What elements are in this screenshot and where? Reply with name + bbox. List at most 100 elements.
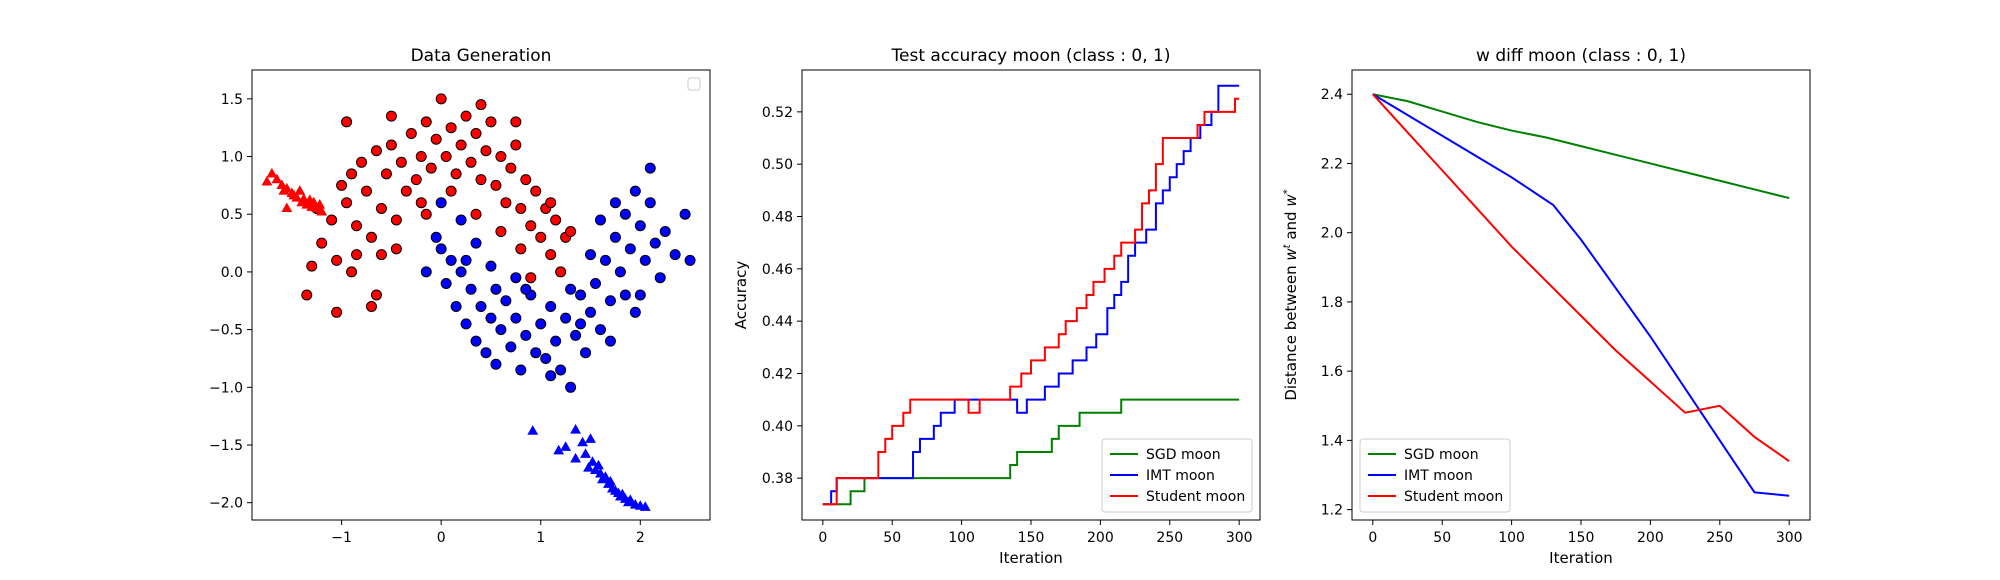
- scatter-point: [545, 249, 557, 261]
- chart-panel-3: w diff moon (class : 0, 1) 0 50 100 150 200 25…: [1282, 46, 1811, 567]
- chart-title: Test accuracy moon (class : 0, 1): [891, 46, 1171, 66]
- scatter-point: [604, 335, 616, 347]
- scatter-point: [575, 289, 587, 301]
- legend-box: [1101, 438, 1253, 513]
- scatter-point: [405, 127, 417, 139]
- scatter-point: [490, 179, 502, 191]
- scatter-point: [495, 324, 507, 336]
- scatter-point: [351, 249, 363, 261]
- scatter-point: [455, 139, 467, 151]
- scatter-point: [485, 312, 497, 324]
- scatter-point: [435, 197, 447, 209]
- scatter-point: [306, 260, 318, 272]
- y-axis-label-part: w: [1282, 248, 1300, 261]
- plot-area: [822, 84, 1240, 506]
- chart-panel-1: Data Generation −1 0 1 2 −2.0 −1.5 −1.0 −0.5 0.0 0…: [209, 46, 711, 546]
- y-tick-label: 2.0: [1321, 226, 1343, 242]
- scatter-triangle-point: [600, 471, 611, 481]
- scatter-point: [580, 347, 592, 359]
- y-axis-label-part: and: [1282, 207, 1300, 245]
- scatter-point: [545, 197, 557, 209]
- scatter-point: [535, 318, 547, 330]
- scatter-point: [659, 226, 671, 238]
- scatter-point: [470, 335, 482, 347]
- scatter-point: [420, 208, 432, 220]
- scatter-triangle-point: [583, 462, 594, 472]
- scatter-point: [570, 329, 582, 341]
- scatter-point: [654, 272, 666, 284]
- scatter-triangle-point: [570, 452, 581, 463]
- scatter-point: [510, 116, 522, 128]
- scatter-point: [490, 283, 502, 295]
- plot-area: [1372, 93, 1790, 497]
- scatter-point: [614, 266, 626, 278]
- scatter-point: [351, 220, 363, 232]
- scatter-point: [385, 110, 397, 122]
- scatter-point: [450, 301, 462, 313]
- y-axis-label: Distance between wt and w*: [1282, 189, 1300, 400]
- scatter-point: [346, 266, 358, 278]
- scatter-point: [356, 156, 368, 168]
- y-tick-label: 1.8: [1321, 295, 1343, 311]
- scatter-point: [609, 197, 621, 209]
- scatter-point: [385, 139, 397, 151]
- y-tick-label: 1.4: [1321, 433, 1343, 449]
- scatter-point: [465, 283, 477, 295]
- scatter-point: [545, 370, 557, 382]
- scatter-triangle-point: [593, 459, 604, 470]
- scatter-point: [555, 266, 567, 278]
- y-tick-label: 0.42: [762, 366, 793, 382]
- y-axis-label-part: *: [1282, 189, 1293, 194]
- legend-label: IMT moon: [1404, 468, 1473, 484]
- x-axis-label: Iteration: [1549, 549, 1613, 567]
- scatter-point: [510, 272, 522, 284]
- scatter-point: [301, 289, 313, 301]
- y-tick-label: 1.2: [1321, 503, 1343, 519]
- panels: Data Generation −1 0 1 2 −2.0 −1.5 −1.0 −0.5 0.0 0…: [209, 46, 1811, 567]
- scatter-point: [326, 214, 338, 226]
- legend-label: Student moon: [1404, 489, 1503, 505]
- scatter-point: [629, 185, 641, 197]
- x-tick-label: 100: [948, 530, 975, 546]
- scatter-triangle-point: [577, 436, 588, 447]
- scatter-point: [460, 110, 472, 122]
- scatter-point: [445, 122, 457, 134]
- scatter-point: [480, 145, 492, 157]
- scatter-point: [465, 156, 477, 168]
- y-tick-label: 0.52: [762, 105, 793, 121]
- scatter-point: [440, 277, 452, 289]
- scatter-triangle-point: [587, 456, 598, 466]
- scatter-point: [594, 214, 606, 226]
- scatter-point: [634, 289, 646, 301]
- scatter-point: [495, 226, 507, 238]
- scatter-point: [565, 283, 577, 295]
- scatter-point: [520, 174, 532, 186]
- scatter-triangle-point: [580, 448, 591, 458]
- y-tick-label: −2.0: [209, 496, 243, 512]
- scatter-triangle-point: [294, 185, 306, 195]
- scatter-point: [370, 145, 382, 157]
- scatter-point: [639, 254, 651, 266]
- scatter-point: [535, 231, 547, 243]
- scatter-triangle-point: [560, 441, 572, 451]
- x-tick-label: 2: [636, 530, 645, 546]
- scatter-point: [410, 174, 422, 186]
- x-tick-label: −1: [331, 530, 352, 546]
- y-axis-label: Accuracy: [732, 261, 750, 330]
- scatter-point: [415, 151, 427, 163]
- x-tick-label: 200: [1637, 530, 1664, 546]
- scatter-point: [545, 301, 557, 313]
- y-tick-label: −1.0: [209, 380, 243, 396]
- scatter-point: [590, 277, 601, 289]
- scatter-triangle-point: [639, 501, 651, 511]
- scatter-point: [365, 231, 377, 243]
- scatter-point: [390, 214, 402, 226]
- scatter-point: [331, 306, 343, 318]
- scatter-triangle-point: [281, 182, 293, 193]
- scatter-triangle-point: [553, 444, 565, 455]
- legend-label: SGD moon: [1404, 447, 1479, 463]
- scatter-triangle-point: [316, 205, 328, 216]
- scatter-point: [634, 220, 646, 232]
- y-tick-label: 1.5: [221, 92, 243, 108]
